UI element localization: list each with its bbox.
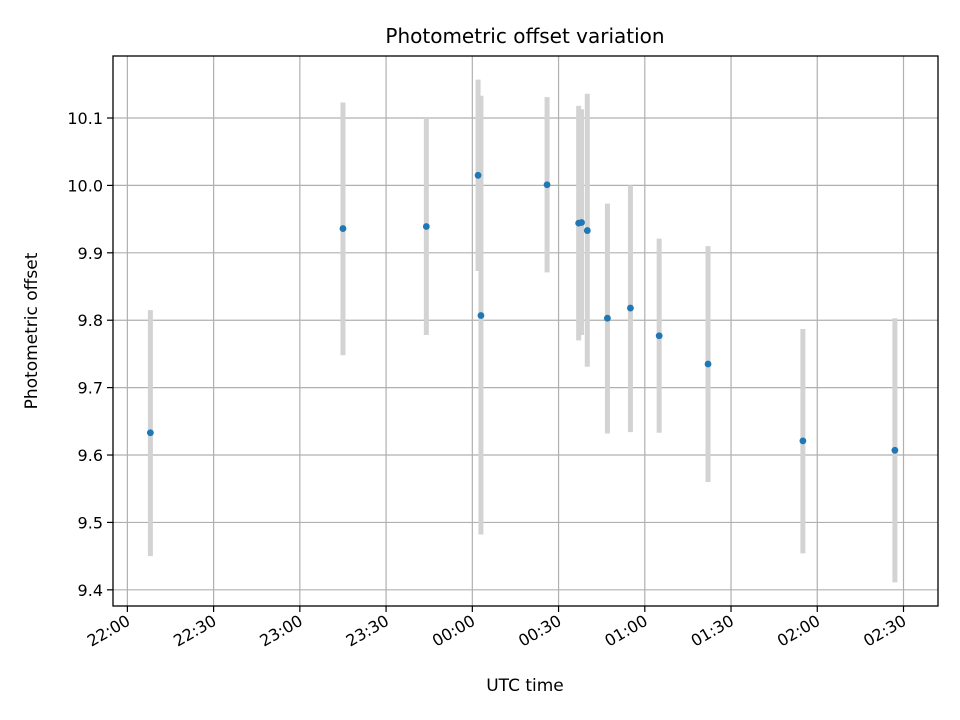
data-point [604, 314, 611, 322]
y-tick-label: 9.8 [78, 311, 103, 330]
y-tick-label: 9.5 [78, 513, 103, 532]
data-point [799, 437, 807, 445]
plot-frame [112, 55, 939, 607]
data-point [704, 360, 712, 368]
y-tick-label: 9.9 [78, 244, 103, 263]
y-tick-label: 10.1 [67, 109, 103, 128]
y-axis-ticks: 9.4 9.5 9.6 9.7 9.8 9.9 10.0 10.1 [67, 109, 113, 600]
data-point [146, 429, 154, 437]
data-points [146, 171, 899, 454]
y-tick-label: 9.4 [78, 581, 103, 600]
x-axis-title: UTC time [486, 676, 564, 696]
y-tick-label: 9.6 [78, 446, 103, 465]
data-point [583, 227, 591, 234]
data-point [543, 181, 551, 189]
data-point [422, 223, 430, 230]
y-axis-title: Photometric offset [22, 252, 42, 409]
data-point [477, 312, 485, 319]
grid [113, 56, 938, 606]
data-point [655, 332, 663, 340]
y-tick-label: 9.7 [78, 379, 103, 398]
data-point [578, 219, 585, 226]
data-point [627, 304, 634, 312]
data-point [339, 225, 347, 232]
data-point [474, 171, 482, 179]
chart-title: Photometric offset variation [385, 24, 664, 48]
y-tick-label: 10.0 [67, 176, 103, 195]
data-point [891, 446, 899, 454]
